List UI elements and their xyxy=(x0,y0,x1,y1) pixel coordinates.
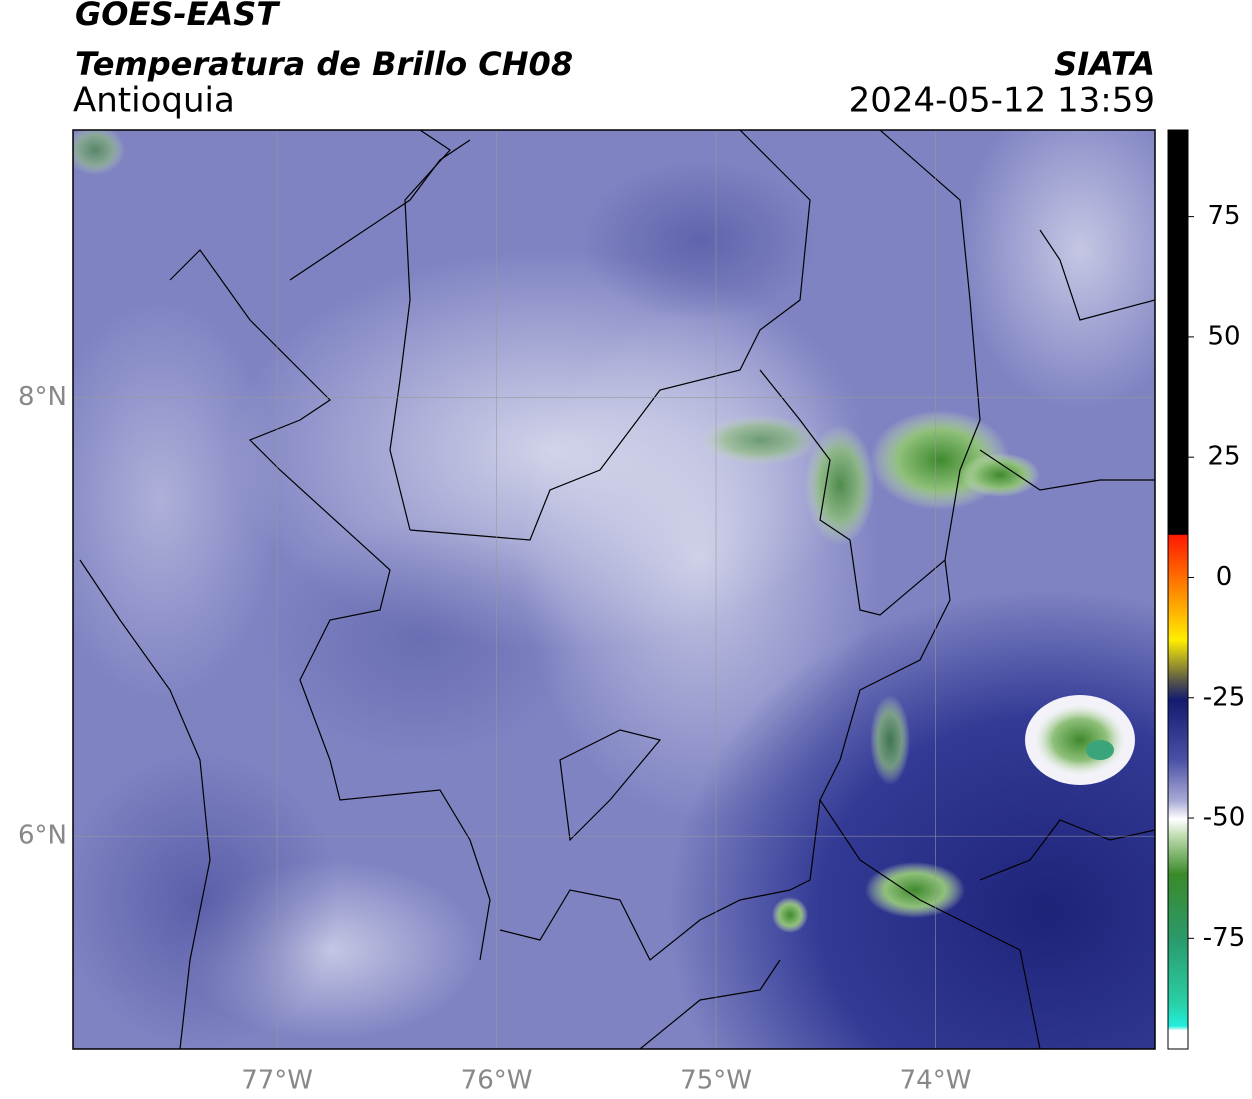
y-tick-label: 8°N xyxy=(18,382,67,412)
colorbar-tick-label: -50 xyxy=(1203,803,1245,833)
colorbar-tick-label: -75 xyxy=(1203,923,1245,953)
timestamp: 2024-05-12 13:59 xyxy=(849,81,1155,121)
boundaries xyxy=(79,130,1155,1049)
x-tick-label: 76°W xyxy=(461,1066,533,1096)
y-tick-label: 6°N xyxy=(18,821,67,851)
region: Antioquia xyxy=(73,81,235,121)
agency: SIATA xyxy=(1054,45,1155,83)
satellite-image xyxy=(73,130,1155,1049)
colorbar-tick-label: 50 xyxy=(1207,321,1240,351)
colorbar-tick-label: 75 xyxy=(1207,201,1240,231)
title: GOES-EAST xyxy=(75,0,280,33)
x-tick-label: 74°W xyxy=(900,1066,972,1096)
colorbar-tick-label: 25 xyxy=(1207,442,1240,472)
subtitle: Temperatura de Brillo CH08 xyxy=(75,45,573,83)
colorbar-tick-label: -25 xyxy=(1203,682,1245,712)
colorbar xyxy=(1167,129,1189,1050)
map-frame xyxy=(72,129,1156,1050)
x-tick-label: 77°W xyxy=(241,1066,313,1096)
x-tick-label: 75°W xyxy=(680,1066,752,1096)
colorbar-tick-label: 0 xyxy=(1216,562,1233,592)
